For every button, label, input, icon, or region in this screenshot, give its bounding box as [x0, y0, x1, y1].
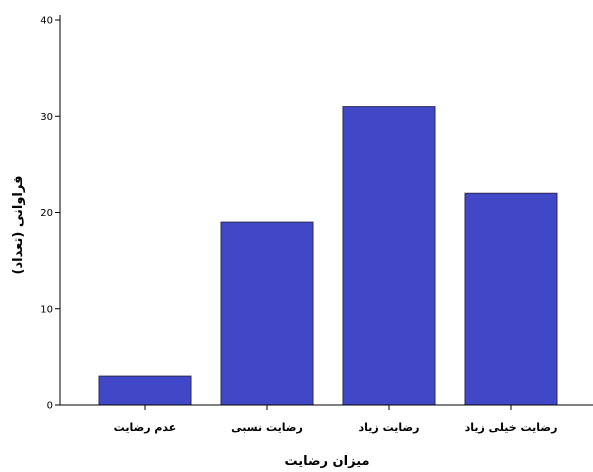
y-tick-label: 10 — [40, 304, 53, 315]
y-tick-label: 40 — [40, 16, 53, 27]
x-tick-label: رضایت نسبی — [231, 421, 303, 434]
axes-layer — [59, 15, 593, 406]
y-tick-label: 30 — [40, 112, 53, 123]
y-axis-title: فراوانی (تعداد) — [11, 176, 26, 275]
x-axis-title: میزان رضایت — [284, 454, 369, 469]
bar-4 — [464, 192, 558, 406]
y-tick-label: 20 — [40, 208, 53, 219]
bar-2 — [220, 221, 314, 406]
x-tick-labels: عدم رضایت رضایت نسبی رضایت زیاد رضایت خیلی … — [114, 405, 558, 434]
x-tick-label: رضایت خیلی زیاد — [465, 421, 558, 434]
x-tick-label: عدم رضایت — [114, 421, 177, 434]
bar-1 — [98, 375, 192, 406]
y-tick-label: 0 — [47, 401, 53, 412]
y-ticks: 0 10 20 30 40 — [40, 16, 60, 412]
bar-3 — [342, 106, 436, 406]
x-tick-label: رضایت زیاد — [359, 421, 420, 434]
bars-layer — [98, 106, 558, 406]
